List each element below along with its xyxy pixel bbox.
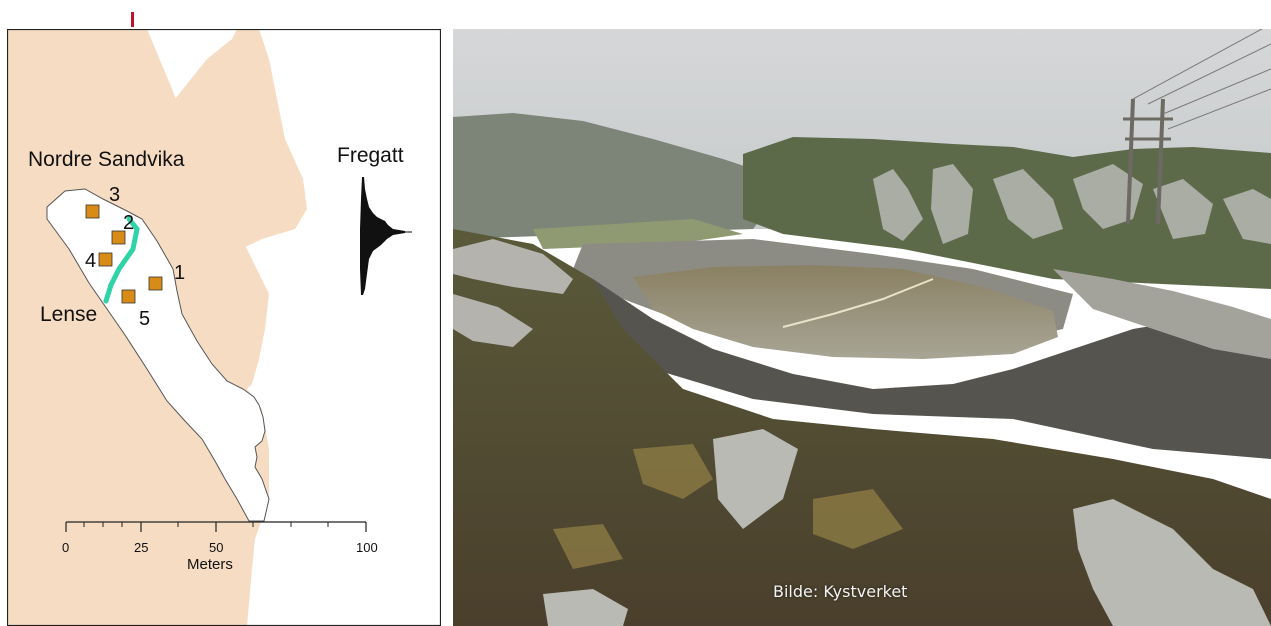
transect-line	[103, 216, 140, 304]
fregatt-label: Fregatt	[337, 144, 404, 167]
scale-tick-25: 25	[134, 540, 148, 555]
station-4-marker	[98, 252, 113, 267]
scale-tick-50: 50	[209, 540, 223, 555]
station-3-label: 3	[109, 184, 120, 206]
power-pylon	[1123, 98, 1173, 225]
station-3-marker	[85, 204, 100, 219]
power-lines	[1132, 29, 1271, 130]
left-rock-outcrop	[453, 239, 573, 347]
exit-label-lense: Lense	[40, 303, 97, 326]
station-2-label: 2	[123, 212, 134, 234]
station-5-label: 5	[139, 308, 150, 330]
scale-tick-100: 100	[356, 540, 378, 555]
lagoon-basin	[46, 188, 270, 522]
foreground-heath	[453, 229, 1271, 626]
far-hill-left	[453, 113, 783, 239]
place-label-nordre-sandvika: Nordre Sandvika	[28, 148, 185, 171]
study-area-map: 3 2 4 1 5 Nordre Sandvika Lense Fregatt …	[7, 29, 441, 626]
scale-bar	[65, 521, 367, 532]
cliff-faces	[873, 164, 1271, 244]
scale-unit-label: Meters	[187, 556, 233, 573]
station-2-marker	[111, 230, 126, 245]
scale-tick-0: 0	[62, 540, 69, 555]
station-1-label: 1	[174, 262, 185, 284]
photo-credit: Bilde: Kystverket	[773, 582, 908, 601]
station-4-label: 4	[85, 250, 96, 272]
boulder-beach	[593, 279, 1271, 459]
foreground-boulders	[543, 429, 1271, 626]
fregatt-profile	[360, 177, 405, 295]
map-frame-tick-mark	[131, 12, 134, 27]
station-5-marker	[121, 289, 136, 304]
lagoon-water	[633, 265, 1058, 359]
right-rock-ledges	[1053, 269, 1271, 359]
site-photo: Bilde: Kystverket	[453, 29, 1271, 626]
rope-line	[782, 278, 934, 328]
dry-grass-patches	[553, 444, 903, 569]
station-1-marker	[148, 276, 163, 291]
land-east	[139, 29, 307, 359]
